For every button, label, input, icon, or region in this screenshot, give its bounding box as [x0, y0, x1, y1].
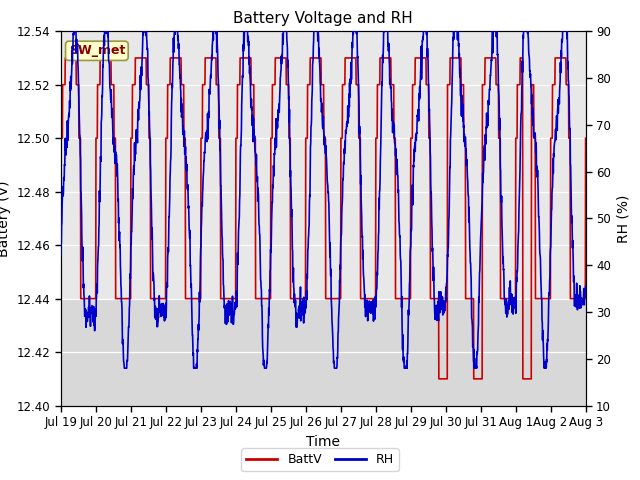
Bar	[61, 299, 586, 406]
Line: RH: RH	[61, 26, 586, 368]
BattV	[470, 376, 478, 382]
BattV	[435, 376, 443, 382]
RH	[84, 312, 92, 318]
RH	[582, 283, 589, 289]
Y-axis label: Battery (V): Battery (V)	[0, 180, 11, 257]
RH	[57, 253, 65, 259]
RH	[470, 355, 478, 361]
RH	[120, 365, 128, 371]
RH	[567, 162, 575, 168]
BattV	[567, 296, 575, 301]
Y-axis label: RH (%): RH (%)	[616, 194, 630, 242]
Line: BattV: BattV	[61, 58, 586, 379]
Text: SW_met: SW_met	[68, 44, 125, 57]
RH	[70, 24, 78, 29]
BattV	[582, 135, 589, 141]
RH	[299, 312, 307, 318]
RH	[313, 24, 321, 29]
RH	[567, 178, 575, 184]
BattV	[61, 55, 69, 61]
BattV	[57, 135, 65, 141]
Title: Battery Voltage and RH: Battery Voltage and RH	[234, 11, 413, 26]
BattV	[84, 296, 92, 301]
BattV	[298, 296, 306, 301]
Legend: BattV, RH: BattV, RH	[241, 448, 399, 471]
X-axis label: Time: Time	[306, 434, 340, 449]
BattV	[312, 55, 320, 61]
BattV	[567, 296, 575, 301]
